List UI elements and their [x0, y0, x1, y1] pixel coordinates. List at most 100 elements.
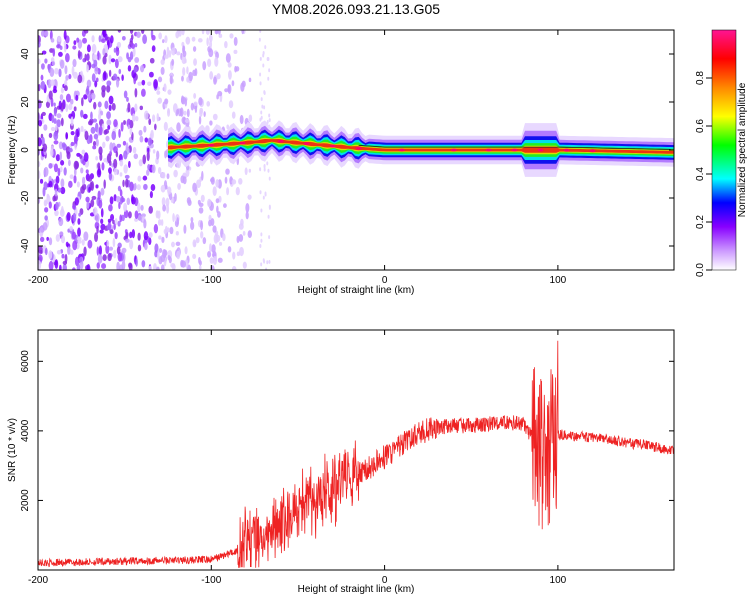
- heatmap-cell: [85, 169, 89, 174]
- heatmap-cell: [91, 43, 97, 54]
- heatmap-cell: [198, 97, 203, 106]
- heatmap-cell: [260, 262, 263, 267]
- heatmap-cell: [148, 71, 154, 78]
- heatmap-cell: [113, 158, 118, 169]
- heatmap-cell: [58, 141, 64, 150]
- heatmap-cell: [83, 246, 87, 257]
- heatmap-cell: [200, 194, 205, 203]
- heatmap-cell: [154, 123, 157, 131]
- x-tick-label: -100: [201, 275, 221, 286]
- heatmap-cell: [77, 239, 82, 244]
- heatmap-cell: [264, 45, 267, 50]
- heatmap-cell: [97, 50, 100, 61]
- heatmap-cell: [73, 167, 77, 177]
- heatmap-cell: [50, 148, 54, 157]
- heatmap-cell: [152, 149, 156, 154]
- heatmap-cell: [56, 249, 62, 255]
- heatmap-cell: [218, 241, 223, 246]
- heatmap-cell: [212, 255, 218, 266]
- heatmap-cell: [43, 166, 49, 177]
- heatmap-cell: [143, 125, 147, 133]
- heatmap-cell: [52, 48, 56, 57]
- heatmap-cell: [53, 107, 57, 117]
- heatmap-cell: [44, 207, 49, 213]
- heatmap-cell: [93, 101, 97, 110]
- x-tick-label: -200: [28, 275, 48, 286]
- heatmap-cell: [95, 155, 99, 161]
- heatmap-cell: [151, 34, 156, 41]
- heatmap-cell: [121, 74, 124, 82]
- heatmap-cell: [82, 37, 88, 44]
- heatmap-cell: [226, 124, 230, 130]
- heatmap-cell: [108, 69, 112, 77]
- heatmap-cell: [115, 150, 119, 158]
- heatmap-cell: [203, 111, 206, 117]
- heatmap-cell: [98, 199, 103, 209]
- heatmap-cell: [231, 265, 237, 270]
- heatmap-cell: [184, 97, 188, 107]
- heatmap-cell: [200, 220, 204, 231]
- heatmap-cell: [209, 40, 213, 49]
- heatmap-cell: [43, 199, 48, 207]
- heatmap-cell: [126, 52, 129, 60]
- heatmap-cell: [55, 234, 60, 242]
- heatmap-cell: [72, 267, 76, 270]
- heatmap-cell: [199, 110, 203, 117]
- heatmap-cell: [192, 182, 197, 193]
- heatmap-cell: [239, 141, 246, 145]
- heatmap-cell: [159, 172, 164, 179]
- heatmap-cell: [239, 246, 244, 257]
- x-tick-label: -100: [201, 575, 221, 586]
- heatmap-cell: [59, 94, 64, 101]
- heatmap-cell: [235, 66, 240, 72]
- heatmap-cell: [184, 246, 188, 255]
- heatmap-cell: [102, 254, 107, 262]
- heatmap-cell: [216, 205, 219, 214]
- heatmap-cell: [86, 200, 90, 209]
- heatmap-cell: [38, 245, 43, 254]
- heatmap-cell: [303, 142, 310, 146]
- heatmap-cell: [80, 109, 84, 118]
- heatmap-cell: [175, 241, 181, 247]
- heatmap-cell: [137, 175, 142, 182]
- heatmap-cell: [259, 56, 262, 61]
- heatmap-cell: [180, 175, 185, 184]
- heatmap-cell: [214, 56, 219, 67]
- heatmap-cell: [50, 38, 55, 43]
- heatmap-cell: [156, 266, 160, 270]
- heatmap-cell: [263, 90, 266, 95]
- heatmap-cell: [54, 183, 59, 192]
- heatmap-cell: [95, 138, 99, 147]
- heatmap-cell: [141, 213, 146, 218]
- heatmap-cell: [160, 184, 166, 193]
- heatmap-cell: [101, 162, 105, 171]
- heatmap-cell: [87, 239, 93, 249]
- heatmap-cell: [194, 104, 198, 114]
- heatmap-cell: [94, 80, 98, 88]
- heatmap-cell: [207, 251, 212, 258]
- heatmap-cell: [114, 232, 118, 240]
- heatmap-cell: [53, 131, 59, 141]
- snr-series-line: [38, 340, 674, 568]
- heatmap-cell: [59, 231, 64, 236]
- heatmap-cell: [236, 235, 240, 244]
- heatmap-cell: [69, 226, 73, 232]
- heatmap-cell: [118, 128, 121, 138]
- heatmap-cell: [63, 40, 67, 46]
- heatmap-cell: [76, 263, 81, 270]
- heatmap-cell: [114, 58, 119, 69]
- heatmap-cell: [259, 167, 262, 172]
- heatmap-cell: [149, 57, 155, 64]
- heatmap-cell: [242, 230, 246, 236]
- heatmap-cell: [263, 259, 266, 264]
- spectrogram-y-label: Frequency (Hz): [7, 116, 18, 185]
- heatmap-cell: [57, 167, 61, 177]
- heatmap-cell: [181, 41, 185, 47]
- heatmap-cell: [86, 64, 89, 73]
- heatmap-cell: [60, 159, 65, 166]
- heatmap-cell: [90, 92, 96, 100]
- heatmap-cell: [106, 224, 110, 231]
- heatmap-cell: [227, 246, 232, 253]
- heatmap-cell: [100, 38, 106, 43]
- heatmap-cell: [139, 135, 144, 143]
